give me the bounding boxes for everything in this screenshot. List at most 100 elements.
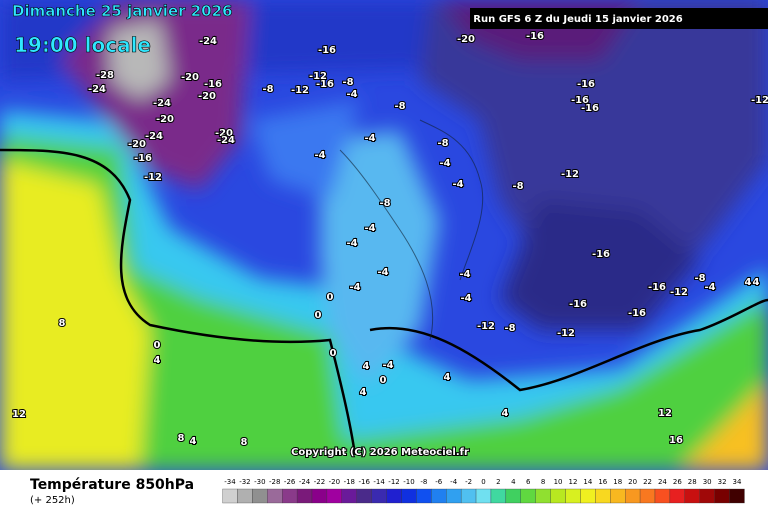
- legend-swatch: [386, 488, 402, 504]
- contour-label: -12: [291, 85, 309, 96]
- legend-label: -16: [358, 478, 370, 486]
- legend-swatch: [639, 488, 656, 504]
- legend-label: 20: [628, 478, 637, 486]
- contour-label: -4: [704, 282, 715, 293]
- legend-label: -20: [329, 478, 340, 486]
- contour-label: -4: [314, 150, 325, 161]
- contour-label: -24: [153, 98, 171, 109]
- legend-swatch: [341, 488, 357, 504]
- legend-label: 6: [526, 478, 531, 486]
- legend-label: 10: [554, 478, 563, 486]
- legend-swatch: [431, 488, 447, 504]
- contour-label: -4: [382, 360, 393, 371]
- contour-label: -4: [377, 267, 388, 278]
- legend-label: 12: [569, 478, 578, 486]
- legend-swatch: [416, 488, 432, 504]
- legend-swatch: [296, 488, 313, 504]
- run-info: Run GFS 6 Z du Jeudi 15 janvier 2026: [473, 14, 682, 25]
- map-labels: -28-24-24-20-24-20-24-20-16-12-16-20-20-…: [11, 30, 768, 449]
- legend-swatch: [356, 488, 372, 504]
- contour-label: -16: [526, 31, 544, 42]
- contour-label: -28: [96, 70, 114, 81]
- legend-swatch: [684, 488, 700, 504]
- legend-swatch: [446, 488, 462, 504]
- contour-label: -20: [156, 114, 174, 125]
- contour-label: -20: [198, 91, 216, 102]
- contour-label: -12: [670, 287, 688, 298]
- contour-label: -16: [581, 103, 599, 114]
- legend-swatch: [610, 488, 626, 504]
- legend-label: 26: [673, 478, 682, 486]
- contour-label: -8: [512, 181, 523, 192]
- contour-label: 4: [363, 361, 370, 372]
- legend-swatch: [595, 488, 611, 504]
- color-legend: -34 -32 -30 -28 -26 -24 -22 -20 -18 -16 -14 -12 -10-…: [222, 478, 745, 504]
- legend-swatch: [401, 488, 417, 504]
- contour-label: -12: [751, 95, 768, 106]
- contour-label: -8: [394, 101, 405, 112]
- contour-label: -12: [561, 169, 579, 180]
- legend-swatch: [714, 488, 730, 504]
- contour-label: 0: [380, 375, 387, 386]
- contour-label: -16: [569, 299, 587, 310]
- contour-label: 4: [154, 355, 161, 366]
- contour-label: 4: [745, 277, 752, 288]
- legend-swatch: [625, 488, 641, 504]
- contour-label: -8: [504, 323, 515, 334]
- legend-swatch: [535, 488, 551, 504]
- legend-label: 34: [733, 478, 742, 486]
- legend-label: -2: [465, 478, 472, 486]
- contour-label: -12: [557, 328, 575, 339]
- contour-label: -4: [460, 293, 471, 304]
- legend-swatch: [252, 488, 268, 504]
- legend-label: 0: [481, 478, 485, 486]
- legend-label: -26: [284, 478, 296, 486]
- legend-swatch: [326, 488, 342, 504]
- contour-label: -16: [628, 308, 646, 319]
- contour-label: -20: [128, 139, 146, 150]
- legend-swatch: [222, 488, 238, 504]
- legend-swatch: [311, 488, 328, 504]
- contour-label: -8: [342, 77, 353, 88]
- contour-label: -16: [577, 79, 595, 90]
- legend-swatch: [669, 488, 685, 504]
- contour-label: 4: [502, 408, 509, 419]
- date: Dimanche 25 janvier 2026: [12, 2, 233, 20]
- copyright: Copyright (C) 2026 Meteociel.fr: [291, 447, 469, 458]
- contour-label: -24: [217, 135, 235, 146]
- legend-swatch: [654, 488, 671, 504]
- contour-label: -24: [145, 131, 163, 142]
- legend-label: -18: [344, 478, 355, 486]
- contour-label: -4: [364, 223, 375, 234]
- legend-swatch: [267, 488, 283, 504]
- legend-swatch: [282, 488, 298, 504]
- contour-label: -16: [648, 282, 666, 293]
- contour-label: 0: [330, 348, 337, 359]
- contour-label: -16: [571, 95, 589, 106]
- legend-label: 30: [703, 478, 712, 486]
- contour-label: -20: [215, 128, 233, 139]
- contour-label: -4: [452, 179, 463, 190]
- contour-label: -8: [694, 273, 705, 284]
- legend-label: 24: [658, 478, 667, 486]
- legend-label: -12: [388, 478, 399, 486]
- contour-label: -4: [346, 89, 357, 100]
- map-background: [0, 0, 768, 470]
- legend-swatch: [371, 488, 387, 504]
- contour-label: -16: [134, 153, 152, 164]
- legend-label: 8: [541, 478, 545, 486]
- footer-title: Température 850hPa: [30, 477, 194, 493]
- contour-label: 4: [360, 387, 367, 398]
- legend-label: -14: [373, 478, 385, 486]
- contour-label: -4: [459, 269, 470, 280]
- legend-label: -30: [254, 478, 265, 486]
- contour-label: -8: [437, 138, 448, 149]
- contour-label: 4: [753, 277, 760, 288]
- contour-label: -20: [457, 34, 475, 45]
- legend-swatch: [490, 488, 507, 504]
- contour-label: -20: [181, 72, 199, 83]
- legend-swatch: [550, 488, 566, 504]
- legend-label: -6: [435, 478, 443, 486]
- contour-label: -24: [88, 84, 106, 95]
